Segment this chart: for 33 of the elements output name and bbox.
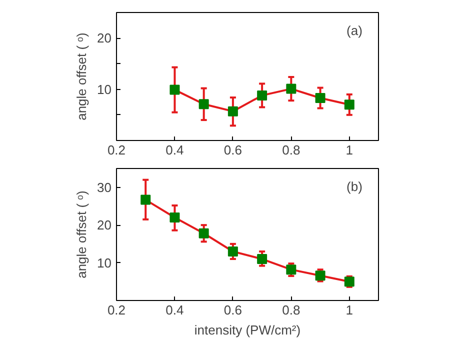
point [257,90,268,100]
point [198,228,209,238]
y-tick-label: 20 [97,30,112,46]
point [286,84,296,94]
point [315,270,326,281]
x-tick-label: 0.6 [224,302,242,318]
point [198,99,209,110]
x-tick-label: 1 [346,142,354,158]
point [257,254,268,264]
annotation: (a) [346,23,362,38]
x-tick-label: 0.8 [282,302,300,318]
point [228,246,238,256]
point [228,106,238,116]
annotation: (b) [346,179,362,194]
y-axis-title: angle offset ( ᵒ) [74,32,90,120]
y-tick-label: 20 [97,218,112,233]
point [344,100,354,110]
point [170,212,180,223]
point [315,93,326,104]
x-tick-label: 0.2 [107,142,126,158]
x-tick-label: 0.4 [166,302,184,318]
x-tick-label: 1 [346,302,354,318]
x-tick-label: 0.4 [166,142,184,158]
y-tick-label: 10 [97,255,112,270]
y-tick-label: 30 [97,180,112,195]
x-axis-title: intensity (PW/cm²) [194,322,301,338]
point [170,84,180,95]
point [140,194,151,205]
x-tick-label: 0.8 [282,142,300,158]
y-axis-title: angle offset ( ᵒ) [74,190,90,278]
x-tick-label: 0.6 [224,142,242,158]
x-tick-label: 0.2 [107,302,126,318]
y-tick-label: 10 [97,82,112,97]
